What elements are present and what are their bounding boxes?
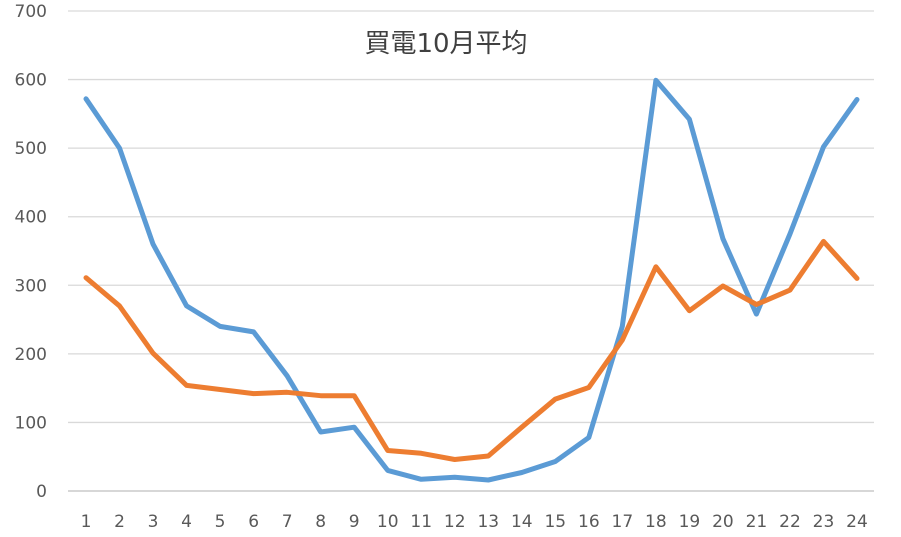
x-tick-label: 19 bbox=[679, 512, 701, 532]
x-tick-label: 24 bbox=[846, 512, 868, 532]
x-tick-label: 3 bbox=[148, 512, 159, 532]
x-axis-ticks: 1 2 3 4 5 6 7 8 9 10 11 12 13 14 15 16 17 18 19 20 21 22 23 24 bbox=[81, 512, 868, 532]
x-tick-label: 1 bbox=[81, 512, 92, 532]
chart-title: 買電10月平均 bbox=[364, 29, 527, 59]
x-tick-label: 14 bbox=[511, 512, 533, 532]
x-tick-label: 7 bbox=[282, 512, 293, 532]
series-line-1 bbox=[83, 77, 860, 483]
x-tick-label: 2 bbox=[114, 512, 125, 532]
y-tick-label: 600 bbox=[15, 71, 47, 91]
y-axis-ticks: 0 100 200 300 400 500 600 700 bbox=[15, 2, 47, 502]
gridlines bbox=[68, 10, 874, 492]
x-tick-label: 8 bbox=[315, 512, 326, 532]
x-tick-label: 12 bbox=[444, 512, 466, 532]
x-tick-label: 22 bbox=[779, 512, 801, 532]
x-tick-label: 6 bbox=[248, 512, 259, 532]
y-tick-label: 500 bbox=[15, 139, 47, 159]
x-tick-label: 23 bbox=[813, 512, 835, 532]
y-tick-label: 400 bbox=[15, 208, 47, 228]
x-tick-label: 20 bbox=[712, 512, 734, 532]
y-tick-label: 100 bbox=[15, 413, 47, 433]
x-tick-label: 4 bbox=[181, 512, 192, 532]
x-tick-label: 15 bbox=[544, 512, 566, 532]
series-line-2 bbox=[83, 238, 860, 462]
x-tick-label: 17 bbox=[612, 512, 634, 532]
series-lines bbox=[83, 77, 860, 483]
x-tick-label: 11 bbox=[410, 512, 432, 532]
x-tick-label: 10 bbox=[377, 512, 399, 532]
x-tick-label: 18 bbox=[645, 512, 667, 532]
x-tick-label: 5 bbox=[215, 512, 226, 532]
y-tick-label: 700 bbox=[15, 2, 47, 22]
x-tick-label: 13 bbox=[477, 512, 499, 532]
x-tick-label: 16 bbox=[578, 512, 600, 532]
y-tick-label: 200 bbox=[15, 345, 47, 365]
y-tick-label: 0 bbox=[36, 482, 47, 502]
x-tick-label: 21 bbox=[746, 512, 768, 532]
x-tick-label: 9 bbox=[349, 512, 360, 532]
y-tick-label: 300 bbox=[15, 276, 47, 296]
